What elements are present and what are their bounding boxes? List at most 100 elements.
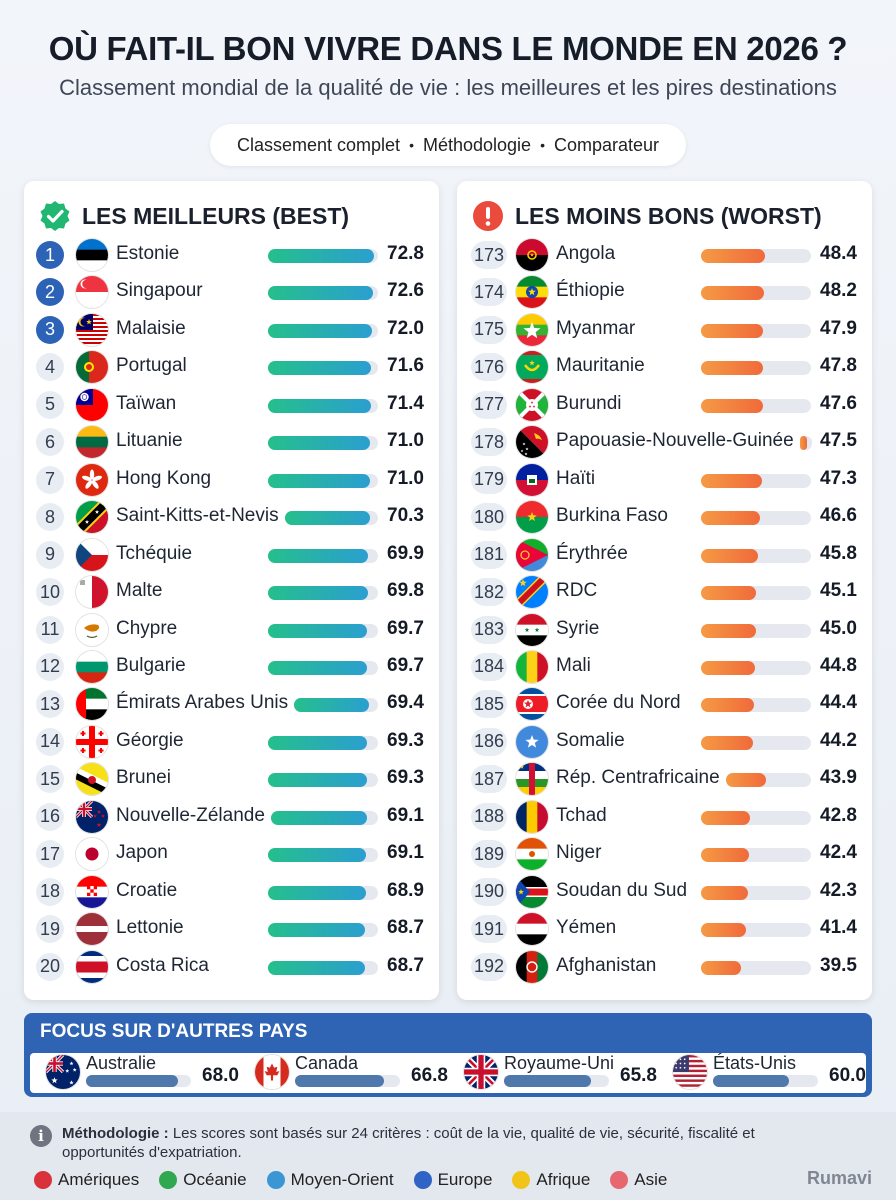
worst-row[interactable]: 189 Niger 42.4	[457, 836, 872, 872]
methodology-note: Méthodologie : Les scores sont basés sur…	[62, 1124, 822, 1162]
score-bar-track	[268, 735, 378, 750]
legend-swatch	[413, 1171, 432, 1189]
brand-logo: Rumavi	[806, 1168, 872, 1188]
worst-row[interactable]: 188 Tchad 42.8	[457, 799, 872, 835]
worst-row[interactable]: 176 Mauritanie 47.8	[457, 349, 872, 385]
best-row[interactable]: 17 Japon 69.1	[24, 836, 439, 872]
best-row[interactable]: 15 Brunei 69.3	[24, 761, 439, 797]
score-bar-track	[268, 960, 378, 975]
best-row[interactable]: 13 Émirats Arabes Unis 69.4	[24, 686, 439, 722]
best-row[interactable]: 4 Portugal 71.6	[24, 349, 439, 385]
focus-item-royaume-uni[interactable]: Royaume-Uni 65.8	[456, 1053, 661, 1093]
best-row[interactable]: 5 Taïwan 71.4	[24, 387, 439, 423]
worst-row[interactable]: 173 Angola 48.4	[457, 237, 872, 273]
nav-full-ranking-link[interactable]: Classement complet	[236, 134, 401, 155]
legend-label: Afrique	[536, 1170, 591, 1189]
score-bar-track	[268, 286, 378, 301]
best-row[interactable]: 2 Singapour 72.6	[24, 274, 439, 310]
best-row[interactable]: 16 Nouvelle-Zélande 69.1	[24, 799, 439, 835]
best-row[interactable]: 1 Estonie 72.8	[24, 237, 439, 273]
coree-du-nord-flag-icon	[516, 688, 548, 721]
country-name: Lettonie	[116, 917, 184, 939]
nav-comparator-link[interactable]: Comparateur	[553, 134, 660, 155]
country-name: Burundi	[556, 392, 622, 414]
country-name: Royaume-Uni	[504, 1053, 615, 1073]
legend-swatch	[512, 1171, 531, 1189]
worst-row[interactable]: 190 Soudan du Sud 42.3	[457, 874, 872, 910]
syrie-flag-icon	[516, 613, 548, 646]
legend-item-asie: Asie	[610, 1170, 667, 1190]
score-bar-track	[701, 923, 811, 938]
score-value: 47.9	[820, 317, 857, 339]
country-name: Yémen	[556, 917, 617, 939]
score-bar	[701, 473, 762, 488]
best-row[interactable]: 11 Chypre 69.7	[24, 612, 439, 648]
worst-row[interactable]: 185 Corée du Nord 44.4	[457, 686, 872, 722]
methodology-text: Les scores sont basés sur 24 critères : …	[62, 1125, 755, 1161]
score-bar	[268, 586, 368, 601]
focus-item-canada[interactable]: Canada 66.8	[247, 1053, 452, 1093]
angola-flag-icon	[516, 239, 548, 271]
worst-row[interactable]: 183 Syrie 45.0	[457, 612, 872, 648]
rank-badge: 186	[471, 727, 507, 756]
worst-row[interactable]: 177 Burundi 47.6	[457, 387, 872, 423]
score-bar-track	[295, 1075, 400, 1087]
best-row[interactable]: 7 Hong Kong 71.0	[24, 462, 439, 498]
score-bar-track	[701, 735, 811, 750]
best-row[interactable]: 20 Costa Rica 68.7	[24, 949, 439, 985]
worst-row[interactable]: 179 Haïti 47.3	[457, 462, 872, 498]
country-name: Angola	[556, 243, 616, 264]
worst-row[interactable]: 192 Afghanistan 39.5	[457, 949, 872, 985]
best-row[interactable]: 3 Malaisie 72.0	[24, 312, 439, 348]
score-value: 42.3	[820, 879, 857, 901]
score-value: 71.6	[387, 355, 424, 377]
legend-label: Europe	[437, 1170, 493, 1189]
tchad-flag-icon	[516, 800, 548, 833]
focus-item-etats-unis[interactable]: États-Unis 60.0	[665, 1053, 870, 1093]
worst-row[interactable]: 180 Burkina Faso 46.6	[457, 499, 872, 535]
worst-row[interactable]: 184 Mali 44.8	[457, 649, 872, 685]
score-bar	[701, 548, 758, 563]
methodology-label: Méthodologie :	[62, 1125, 169, 1142]
best-row[interactable]: 10 Malte 69.8	[24, 574, 439, 610]
legend-swatch	[610, 1171, 629, 1189]
rank-badge: 187	[471, 765, 507, 794]
nouvelle-zelande-flag-icon	[76, 800, 108, 833]
score-bar-track	[268, 323, 378, 338]
malaisie-flag-icon	[76, 313, 108, 346]
worst-row[interactable]: 182 RDC 45.1	[457, 574, 872, 610]
worst-row[interactable]: 187 Rép. Centrafricaine 43.9	[457, 761, 872, 797]
focus-item-australie[interactable]: Australie 68.0	[38, 1053, 243, 1093]
country-name: Portugal	[116, 355, 187, 377]
score-bar	[271, 810, 367, 825]
country-name: Burkina Faso	[556, 505, 668, 527]
score-bar-track	[86, 1075, 191, 1087]
best-row[interactable]: 12 Bulgarie 69.7	[24, 649, 439, 685]
score-bar-track	[268, 923, 378, 938]
best-row[interactable]: 19 Lettonie 68.7	[24, 911, 439, 947]
score-bar	[268, 735, 367, 750]
score-value: 69.7	[387, 654, 424, 676]
score-value: 72.6	[387, 280, 424, 302]
nav-methodology-link[interactable]: Méthodologie	[422, 134, 532, 155]
legend-label: Moyen-Orient	[290, 1170, 394, 1189]
score-bar-track	[285, 511, 378, 526]
worst-row[interactable]: 174 Éthiopie 48.2	[457, 274, 872, 310]
worst-row[interactable]: 186 Somalie 44.2	[457, 724, 872, 760]
country-name: Papouasie-Nouvelle-Guinée	[556, 430, 794, 452]
worst-row[interactable]: 175 Myanmar 47.9	[457, 312, 872, 348]
worst-row[interactable]: 181 Érythrée 45.8	[457, 537, 872, 573]
score-bar	[701, 885, 749, 900]
worst-row[interactable]: 178 Papouasie-Nouvelle-Guinée 47.5	[457, 424, 872, 460]
lettonie-flag-icon	[76, 913, 108, 946]
score-bar-track	[701, 548, 811, 563]
best-row[interactable]: 9 Tchéquie 69.9	[24, 537, 439, 573]
score-bar-track	[701, 361, 811, 376]
best-row[interactable]: 14 Géorgie 69.3	[24, 724, 439, 760]
best-row[interactable]: 8 Saint-Kitts-et-Nevis 70.3	[24, 499, 439, 535]
soudan-du-sud-flag-icon	[516, 875, 548, 908]
best-row[interactable]: 6 Lituanie 71.0	[24, 424, 439, 460]
score-bar	[295, 1075, 385, 1087]
best-row[interactable]: 18 Croatie 68.9	[24, 874, 439, 910]
worst-row[interactable]: 191 Yémen 41.4	[457, 911, 872, 947]
